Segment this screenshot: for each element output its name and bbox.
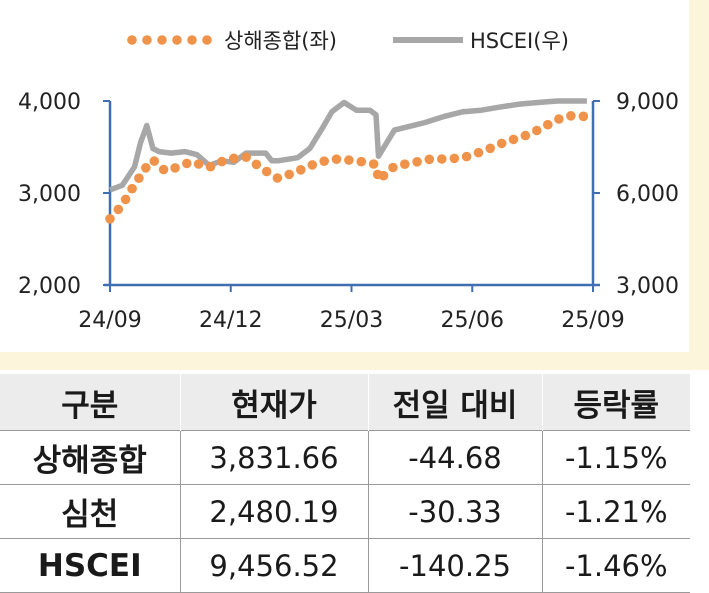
data-point-shanghai [134, 173, 144, 183]
x-tick-label: 25/03 [320, 308, 383, 333]
data-point-shanghai [378, 170, 389, 181]
legend-dot [187, 35, 197, 45]
data-point-shanghai [356, 156, 367, 167]
x-tick-label: 24/12 [199, 308, 262, 333]
row-change-rate: -1.15% [542, 430, 690, 485]
legend-dot [202, 35, 212, 45]
data-point-shanghai [149, 156, 160, 166]
data-point-shanghai [508, 134, 519, 145]
data-point-shanghai [388, 162, 398, 173]
data-point-shanghai [449, 153, 460, 164]
data-point-shanghai [120, 194, 131, 205]
right-tick-label: 3,000 [616, 274, 679, 299]
chart-panel: 상해종합(좌) HSCEI(우) 2,000 3,000 4,000 3,000 6,… [18, 29, 679, 333]
data-point-shanghai [182, 158, 192, 169]
legend-dot [172, 35, 182, 45]
right-tick-label: 6,000 [616, 182, 679, 207]
row-change: -140.25 [368, 538, 543, 593]
header-category: 구분 [0, 374, 181, 431]
left-tick-label: 3,000 [18, 182, 81, 207]
row-name: 심천 [0, 484, 181, 539]
data-point-shanghai [127, 183, 137, 194]
legend: 상해종합(좌) HSCEI(우) [127, 29, 569, 53]
x-axis-ticks: 24/09 24/12 25/03 25/06 25/09 [78, 285, 625, 333]
data-point-shanghai [461, 151, 472, 162]
row-change: -30.33 [368, 484, 543, 539]
row-change-rate: -1.21% [542, 484, 690, 539]
legend-dot [127, 35, 137, 45]
background-strip-bottom [0, 352, 709, 370]
x-tick-label: 25/06 [441, 308, 504, 333]
row-price: 3,831.66 [180, 430, 369, 485]
data-point-shanghai [344, 155, 354, 165]
left-tick-label: 2,000 [18, 274, 81, 299]
row-price: 9,456.52 [180, 538, 369, 593]
table-row: 심천 2,480.19 -30.33 -1.21% [0, 484, 690, 539]
row-name: HSCEI [0, 538, 181, 593]
left-tick-label: 4,000 [18, 90, 81, 115]
data-point-shanghai [437, 154, 447, 164]
data-point-shanghai [217, 156, 227, 167]
table-row: HSCEI 9,456.52 -140.25 -1.46% [0, 538, 690, 593]
header-price: 현재가 [180, 374, 369, 431]
data-point-shanghai [158, 164, 169, 175]
data-point-shanghai [141, 163, 151, 173]
data-point-shanghai [543, 119, 553, 130]
data-point-shanghai [520, 130, 531, 141]
data-point-shanghai [331, 154, 342, 164]
data-point-shanghai [251, 159, 262, 170]
legend-marker-shanghai [127, 35, 212, 45]
data-point-shanghai [319, 156, 330, 166]
data-point-shanghai [532, 125, 542, 136]
left-axis-ticks: 2,000 3,000 4,000 [18, 90, 110, 299]
data-point-shanghai [170, 163, 180, 173]
row-price: 2,480.19 [180, 484, 369, 539]
legend-dot [142, 35, 152, 45]
background-strip-right [689, 0, 709, 370]
data-point-shanghai [400, 159, 410, 169]
data-point-shanghai [424, 154, 435, 165]
data-point-shanghai [296, 165, 306, 175]
legend-dot [157, 35, 167, 45]
x-tick-label: 25/09 [561, 308, 624, 333]
data-point-shanghai [307, 160, 318, 170]
data-point-shanghai [261, 166, 272, 177]
x-tick-label: 24/09 [78, 308, 141, 333]
data-point-shanghai [205, 161, 216, 172]
header-change-rate: 등락률 [542, 374, 690, 431]
data-point-shanghai [272, 173, 283, 183]
data-point-shanghai [105, 214, 115, 224]
legend-label-shanghai: 상해종합(좌) [224, 29, 337, 53]
data-point-shanghai [229, 153, 239, 164]
data-point-shanghai [113, 204, 124, 215]
table-row: 상해종합 3,831.66 -44.68 -1.15% [0, 430, 690, 485]
data-point-shanghai [412, 157, 422, 167]
plot-area [105, 98, 589, 224]
data-point-shanghai [241, 152, 251, 162]
data-point-shanghai [554, 114, 564, 124]
data-point-shanghai [368, 159, 379, 169]
header-change: 전일 대비 [368, 374, 543, 431]
data-point-shanghai [473, 147, 484, 158]
chart: 상해종합(좌) HSCEI(우) 2,000 3,000 4,000 3,000 6,… [18, 29, 679, 333]
quote-table: 구분 현재가 전일 대비 등락률 상해종합 3,831.66 -44.68 -1… [0, 374, 690, 593]
row-change: -44.68 [368, 430, 543, 485]
data-point-shanghai [578, 111, 589, 122]
data-point-shanghai [193, 159, 204, 169]
table-header-row: 구분 현재가 전일 대비 등락률 [0, 374, 690, 431]
series-dots-shanghai [105, 111, 589, 224]
row-name: 상해종합 [0, 430, 181, 485]
data-point-shanghai [485, 143, 496, 154]
series-line-hscei [109, 98, 587, 193]
data-point-shanghai [496, 138, 507, 149]
right-axis-ticks: 3,000 6,000 9,000 [593, 90, 679, 299]
data-point-shanghai [284, 169, 295, 180]
row-change-rate: -1.46% [542, 538, 690, 593]
right-tick-label: 9,000 [616, 90, 679, 115]
data-point-shanghai [566, 111, 576, 121]
legend-label-hscei: HSCEI(우) [470, 29, 569, 53]
